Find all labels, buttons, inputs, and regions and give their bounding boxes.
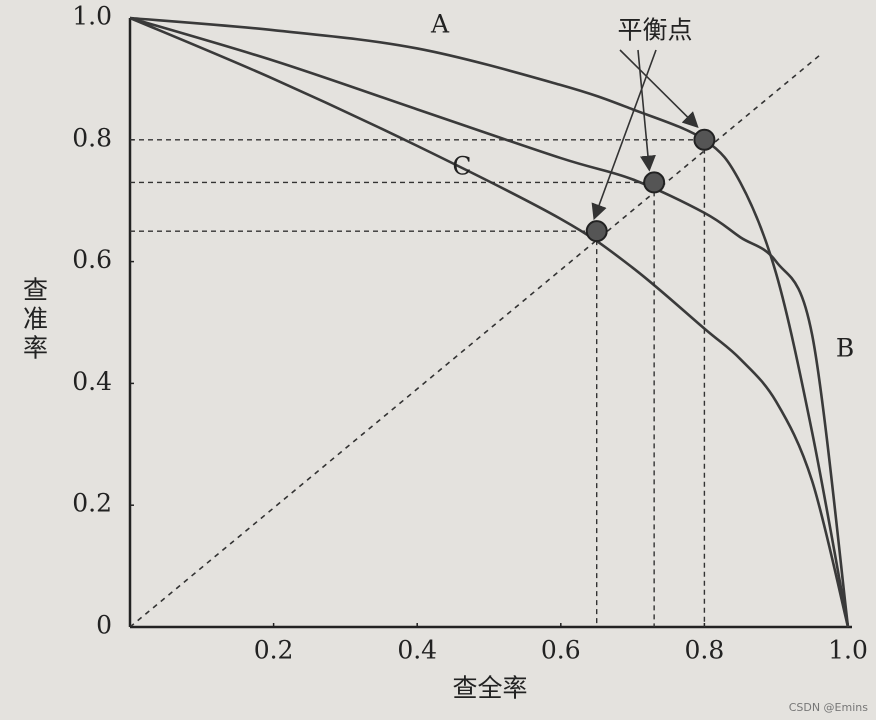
x-tick-label: 0.4: [397, 636, 437, 665]
arrow: [637, 49, 656, 172]
y-tick-label: 0.4: [72, 367, 112, 396]
x-tick-label: 1.0: [828, 636, 868, 665]
x-tick-label: 0.6: [541, 636, 581, 665]
arrow: [591, 49, 657, 221]
watermark: CSDN @Emins: [789, 701, 869, 714]
arrow: [619, 49, 699, 129]
x-tick-label: 0.8: [685, 636, 725, 665]
balance-point: [585, 220, 608, 243]
curve-label: A: [430, 10, 450, 39]
annotation: 平衡点: [617, 16, 692, 45]
y-tick-label: 1.0: [72, 2, 112, 31]
balance-point: [693, 128, 716, 151]
y-tick-label: 0.2: [72, 489, 112, 518]
curve-label: B: [836, 334, 854, 363]
y-axis-title: 查准率: [20, 277, 49, 364]
balance-point: [643, 171, 666, 194]
curve-label: C: [452, 152, 471, 181]
y-tick-label: 0.8: [72, 123, 112, 152]
x-tick-label: 0.2: [254, 636, 294, 665]
y-tick-label: 0: [96, 611, 112, 640]
curve: [129, 16, 850, 628]
x-axis-title: 查全率: [452, 674, 527, 703]
curve: [129, 16, 850, 628]
y-tick-label: 0.6: [72, 245, 112, 274]
